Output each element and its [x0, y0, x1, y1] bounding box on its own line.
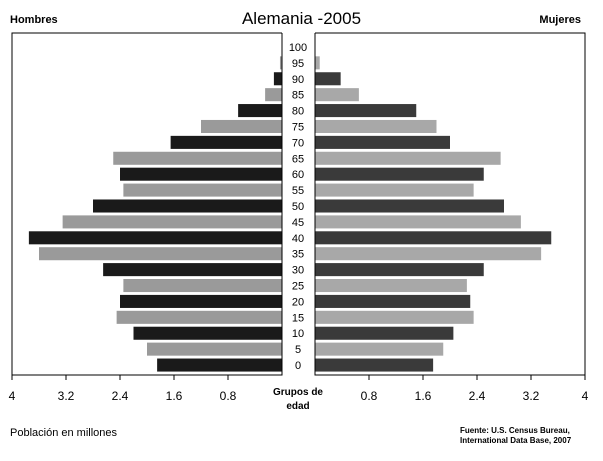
right-series-label: Mujeres — [539, 14, 581, 26]
bar-hombres-50 — [93, 199, 282, 213]
age-tick-30: 30 — [292, 265, 304, 277]
bar-hombres-90 — [273, 72, 282, 86]
bar-mujeres-65 — [315, 151, 501, 165]
bar-hombres-20 — [120, 294, 282, 308]
left-tick-label: 0.8 — [220, 389, 237, 403]
bar-hombres-55 — [123, 183, 282, 197]
age-tick-25: 25 — [292, 281, 304, 293]
age-tick-20: 20 — [292, 296, 304, 308]
bar-hombres-80 — [238, 104, 282, 118]
bar-hombres-75 — [201, 119, 282, 133]
age-tick-60: 60 — [292, 169, 304, 181]
bar-mujeres-55 — [315, 183, 474, 197]
bar-hombres-0 — [157, 358, 282, 372]
bar-mujeres-25 — [315, 279, 467, 293]
age-tick-10: 10 — [292, 328, 304, 340]
age-tick-85: 85 — [292, 90, 304, 102]
bar-mujeres-5 — [315, 342, 444, 356]
bar-hombres-70 — [170, 135, 282, 149]
bar-mujeres-80 — [315, 104, 417, 118]
bar-mujeres-85 — [315, 88, 359, 102]
age-tick-65: 65 — [292, 153, 304, 165]
left-tick-label: 3.2 — [58, 389, 75, 403]
age-tick-70: 70 — [292, 137, 304, 149]
bar-mujeres-30 — [315, 263, 484, 277]
axes: 4 3.2 2.4 1.6 0.8 0.8 1.6 2.4 3.2 4 — [9, 32, 589, 403]
age-tick-15: 15 — [292, 312, 304, 324]
bar-mujeres-75 — [315, 119, 437, 133]
age-tick-5: 5 — [295, 344, 301, 356]
age-tick-40: 40 — [292, 233, 304, 245]
bar-mujeres-40 — [315, 231, 552, 245]
left-series-label: Hombres — [10, 14, 58, 26]
right-tick-label: 4 — [582, 389, 589, 403]
bar-hombres-25 — [123, 279, 282, 293]
bar-hombres-40 — [28, 231, 282, 245]
chart-title: Alemania -2005 — [241, 9, 362, 28]
bar-hombres-65 — [113, 151, 282, 165]
age-tick-90: 90 — [292, 74, 304, 86]
age-tick-100: 100 — [289, 42, 307, 54]
bar-mujeres-15 — [315, 310, 474, 324]
source-note: Fuente: U.S. Census Bureau, Internationa… — [460, 426, 572, 445]
age-tick-80: 80 — [292, 106, 304, 118]
bar-hombres-60 — [120, 167, 282, 181]
bar-hombres-35 — [39, 247, 282, 261]
age-tick-35: 35 — [292, 249, 304, 261]
bar-hombres-5 — [147, 342, 282, 356]
age-tick-45: 45 — [292, 217, 304, 229]
bar-mujeres-45 — [315, 215, 521, 229]
bar-mujeres-95 — [315, 56, 320, 70]
right-tick-label: 0.8 — [361, 389, 378, 403]
bar-mujeres-0 — [315, 358, 434, 372]
bar-mujeres-35 — [315, 247, 542, 261]
age-tick-50: 50 — [292, 201, 304, 213]
bar-hombres-30 — [103, 263, 282, 277]
bar-mujeres-50 — [315, 199, 504, 213]
x-axis-label: Población en millones — [10, 427, 118, 439]
right-bars — [315, 56, 552, 372]
bar-mujeres-60 — [315, 167, 484, 181]
age-tick-95: 95 — [292, 58, 304, 70]
bar-hombres-15 — [116, 310, 282, 324]
left-bars — [28, 56, 282, 372]
age-group-label: Grupos de edad — [272, 387, 323, 412]
age-tick-75: 75 — [292, 121, 304, 133]
left-tick-label: 2.4 — [112, 389, 129, 403]
right-tick-label: 3.2 — [523, 389, 540, 403]
bar-hombres-10 — [133, 326, 282, 340]
left-tick-label: 4 — [9, 389, 16, 403]
left-tick-label: 1.6 — [166, 389, 183, 403]
right-tick-label: 2.4 — [469, 389, 486, 403]
bar-hombres-85 — [265, 88, 282, 102]
bar-mujeres-20 — [315, 294, 471, 308]
age-labels: 0 5 10 15 20 25 30 35 40 45 50 55 60 65 70 75 80 85 90 95 10… — [289, 42, 307, 372]
bar-hombres-45 — [62, 215, 282, 229]
bar-hombres-95 — [279, 56, 282, 70]
age-tick-0: 0 — [295, 360, 301, 372]
bar-mujeres-90 — [315, 72, 341, 86]
bar-mujeres-70 — [315, 135, 450, 149]
age-tick-55: 55 — [292, 185, 304, 197]
right-tick-label: 1.6 — [415, 389, 432, 403]
bar-mujeres-10 — [315, 326, 454, 340]
